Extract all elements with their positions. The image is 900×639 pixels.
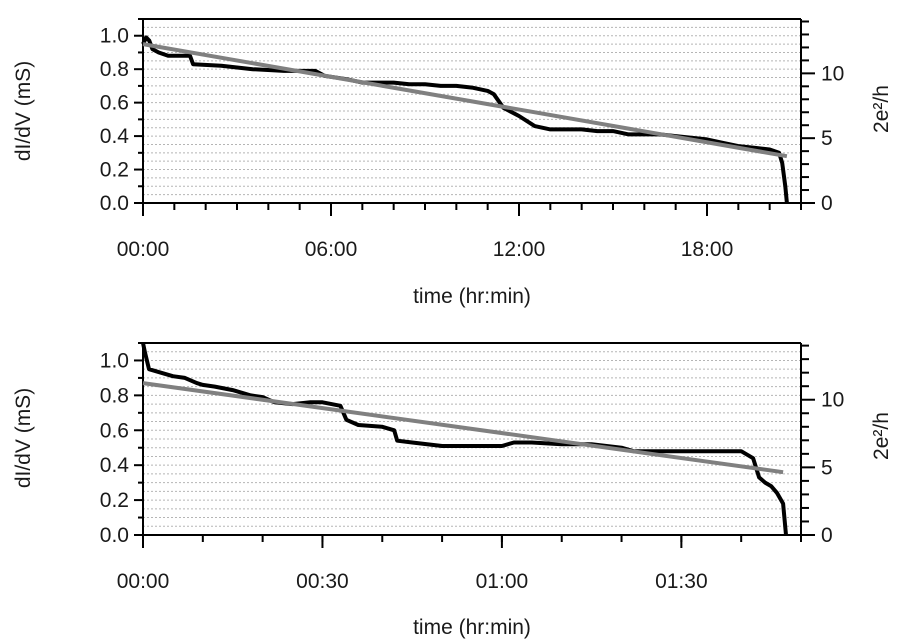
y-tick-label: 0.8 [100, 58, 129, 81]
x-tick-label: 00:00 [117, 570, 170, 593]
y2-axis-title: 2e²/h [870, 412, 893, 460]
x-tick-label: 01:00 [476, 570, 529, 593]
y-tick-label: 1.0 [100, 25, 129, 48]
linear-fit-line [142, 42, 788, 159]
conductance-trace [141, 342, 788, 536]
y-axis-title: dI/dV (mS) [12, 388, 35, 488]
x-tick-label: 18:00 [681, 238, 734, 261]
conductance-trace [141, 35, 789, 204]
y-tick-label: 0.8 [100, 384, 129, 407]
y-tick-label: 0.4 [100, 454, 130, 477]
y-tick-label: 0.0 [100, 524, 129, 547]
x-tick-label: 06:00 [305, 238, 358, 261]
y2-axis-title: 2e²/h [870, 85, 893, 133]
x-tick-label: 12:00 [493, 238, 546, 261]
x-tick-label: 01:30 [655, 570, 708, 593]
x-axis-title: time (hr:min) [413, 616, 531, 639]
y2-tick-label: 0 [821, 192, 833, 215]
y2-tick-label: 10 [821, 389, 844, 412]
y-tick-label: 0.0 [100, 192, 129, 215]
panel-top: 0.0 0.2 0.4 0.6 0.8 1.0 0 5 10 00:00 06:00 12:00 18:… [12, 18, 893, 308]
x-axis-title: time (hr:min) [413, 285, 531, 308]
y-tick-label: 0.6 [100, 92, 129, 115]
y-tick-label: 0.2 [100, 489, 129, 512]
linear-fit-line [142, 381, 784, 475]
x-tick-label: 00:30 [296, 570, 349, 593]
y2-tick-label: 5 [821, 127, 833, 150]
y-tick-label: 0.2 [100, 159, 129, 182]
x-tick-label: 00:00 [117, 238, 170, 261]
y-tick-label: 0.4 [100, 125, 130, 148]
y2-tick-label: 10 [821, 62, 844, 85]
y-tick-label: 0.6 [100, 419, 129, 442]
y2-tick-label: 5 [821, 456, 833, 479]
y-tick-label: 1.0 [100, 349, 129, 372]
y2-tick-label: 0 [821, 524, 833, 547]
y-axis-title: dI/dV (mS) [12, 61, 35, 161]
panel-bottom: 0.0 0.2 0.4 0.6 0.8 1.0 0 5 10 00:00 00:30 01:00 01:… [12, 342, 893, 639]
